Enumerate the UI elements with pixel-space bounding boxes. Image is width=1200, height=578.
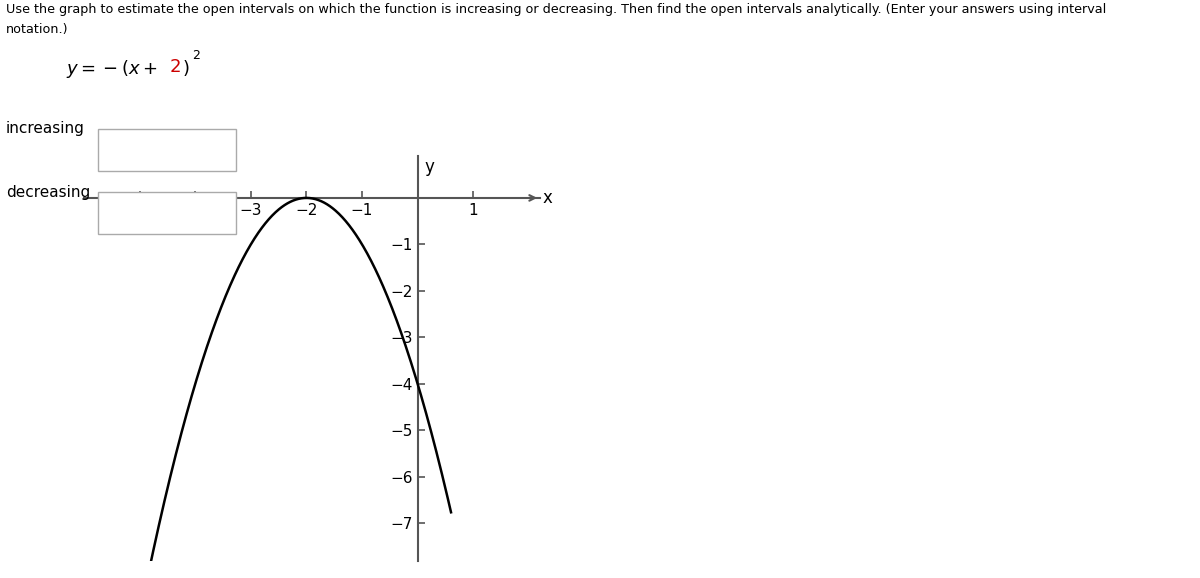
Text: $2$: $2$	[192, 49, 200, 62]
Text: $)$: $)$	[182, 58, 190, 78]
Text: Use the graph to estimate the open intervals on which the function is increasing: Use the graph to estimate the open inter…	[6, 3, 1106, 16]
Text: x: x	[542, 189, 553, 207]
Text: decreasing: decreasing	[6, 185, 90, 200]
Text: $y = -(x + $: $y = -(x + $	[66, 58, 157, 80]
Text: notation.): notation.)	[6, 23, 68, 36]
Text: $2$: $2$	[169, 58, 181, 76]
Text: increasing: increasing	[6, 121, 85, 136]
Text: y: y	[425, 158, 434, 176]
